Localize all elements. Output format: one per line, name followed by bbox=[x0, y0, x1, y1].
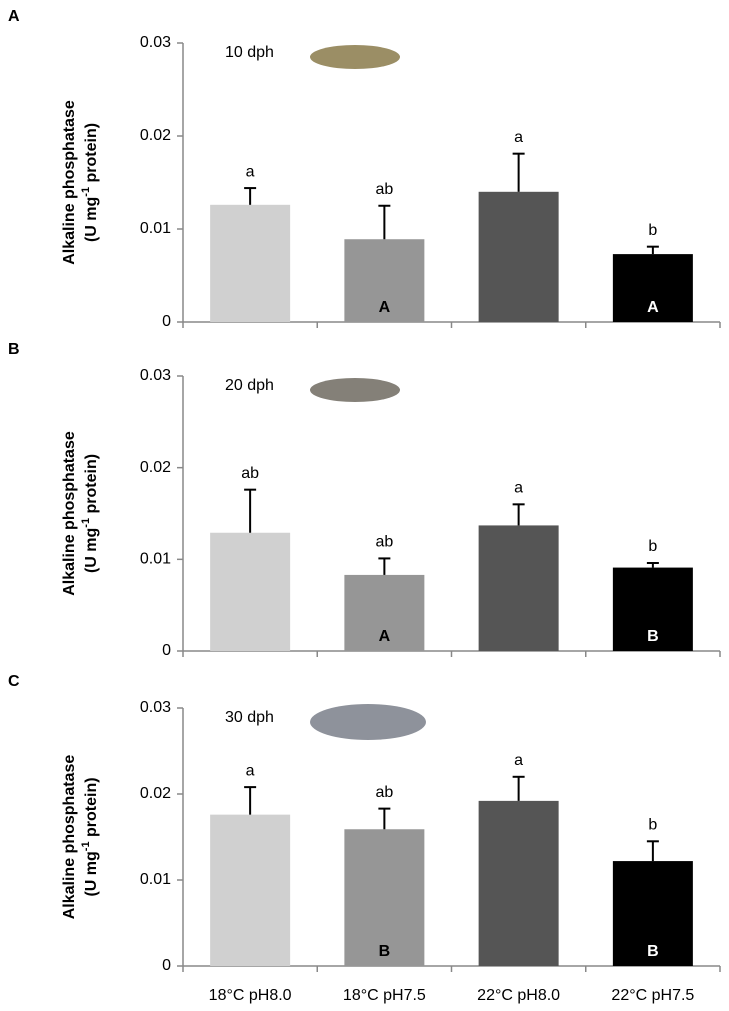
group-letter: B bbox=[647, 943, 659, 960]
bar bbox=[612, 861, 693, 966]
x-tick-label: 22°C pH8.0 bbox=[477, 987, 560, 1004]
y-label-sup: -1 bbox=[80, 841, 92, 851]
significance-letter: a bbox=[514, 129, 523, 146]
y-tick-label: 0.02 bbox=[140, 127, 171, 144]
y-tick-label: 0.01 bbox=[140, 871, 171, 888]
y-axis-label: Alkaline phosphatase (U mg-1 protein) bbox=[61, 755, 100, 920]
y-label-sup: -1 bbox=[80, 518, 92, 528]
y-tick-label: 0.03 bbox=[140, 367, 171, 384]
y-label-sup: -1 bbox=[80, 187, 92, 197]
y-tick-label: 0.01 bbox=[140, 220, 171, 237]
bar bbox=[210, 532, 291, 651]
y-label-part: (U mg bbox=[83, 197, 100, 242]
significance-letter: b bbox=[648, 222, 657, 239]
fish-image bbox=[310, 704, 426, 740]
panel-label: A bbox=[8, 8, 20, 25]
significance-letter: a bbox=[246, 762, 255, 779]
group-letter: A bbox=[647, 299, 659, 316]
annotation: 30 dph bbox=[225, 709, 274, 726]
bar bbox=[478, 800, 559, 966]
y-axis-label: Alkaline phosphatase (U mg-1 protein) bbox=[61, 100, 100, 265]
bar bbox=[612, 254, 693, 322]
significance-letter: b bbox=[648, 538, 657, 555]
y-label-line: Alkaline phosphatase bbox=[61, 431, 78, 596]
group-letter: B bbox=[647, 628, 659, 645]
group-letter: A bbox=[379, 628, 391, 645]
significance-letter: ab bbox=[375, 534, 393, 551]
panel-label: B bbox=[8, 341, 20, 358]
x-tick-label: 18°C pH8.0 bbox=[209, 987, 292, 1004]
bar bbox=[344, 574, 425, 651]
significance-letter: ab bbox=[241, 465, 259, 482]
y-label-line: (U mg-1 protein) bbox=[80, 777, 100, 896]
y-tick-label: 0.03 bbox=[140, 34, 171, 51]
y-label-line: (U mg-1 protein) bbox=[80, 123, 100, 242]
group-letter: A bbox=[379, 299, 391, 316]
y-label-part: protein) bbox=[83, 454, 100, 518]
bar bbox=[478, 525, 559, 651]
bar bbox=[478, 191, 559, 322]
y-tick-label: 0.02 bbox=[140, 785, 171, 802]
significance-letter: ab bbox=[375, 784, 393, 801]
panel-label: C bbox=[8, 673, 20, 690]
annotation: 10 dph bbox=[225, 44, 274, 61]
y-tick-label: 0 bbox=[162, 957, 171, 974]
significance-letter: b bbox=[648, 817, 657, 834]
y-label-line: (U mg-1 protein) bbox=[80, 454, 100, 573]
significance-letter: a bbox=[514, 752, 523, 769]
significance-letter: a bbox=[246, 163, 255, 180]
bar bbox=[210, 814, 291, 966]
y-label-part: protein) bbox=[83, 777, 100, 841]
fish-image bbox=[310, 378, 400, 402]
y-label-part: (U mg bbox=[83, 851, 100, 896]
bar bbox=[344, 239, 425, 322]
y-tick-label: 0.02 bbox=[140, 459, 171, 476]
significance-letter: a bbox=[514, 480, 523, 497]
y-tick-label: 0 bbox=[162, 313, 171, 330]
bar bbox=[210, 204, 291, 322]
bar bbox=[612, 567, 693, 651]
y-axis-label: Alkaline phosphatase (U mg-1 protein) bbox=[61, 431, 100, 596]
y-tick-label: 0.03 bbox=[140, 699, 171, 716]
y-label-part: (U mg bbox=[83, 528, 100, 573]
x-tick-label: 18°C pH7.5 bbox=[343, 987, 426, 1004]
y-label-line: Alkaline phosphatase bbox=[61, 755, 78, 920]
significance-letter: ab bbox=[375, 181, 393, 198]
y-tick-label: 0.01 bbox=[140, 551, 171, 568]
y-tick-label: 0 bbox=[162, 642, 171, 659]
fish-image bbox=[310, 45, 400, 69]
bar bbox=[344, 829, 425, 966]
x-tick-label: 22°C pH7.5 bbox=[611, 987, 694, 1004]
y-label-part: protein) bbox=[83, 123, 100, 187]
group-letter: B bbox=[379, 943, 391, 960]
y-label-line: Alkaline phosphatase bbox=[61, 100, 78, 265]
annotation: 20 dph bbox=[225, 377, 274, 394]
